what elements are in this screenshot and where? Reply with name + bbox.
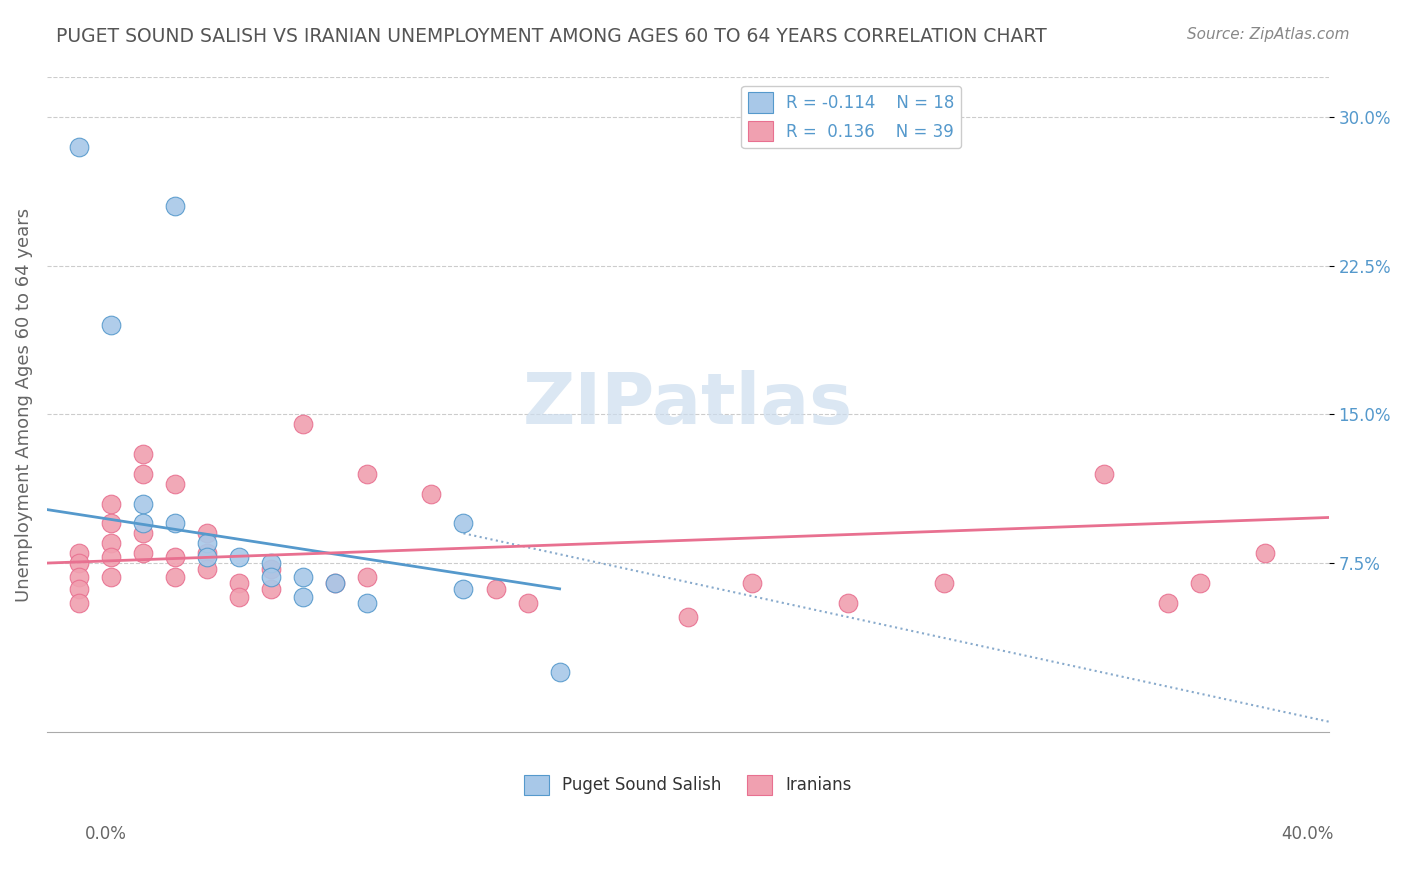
Point [1157,596,1180,610]
Point [165,199,187,213]
Point [1189,575,1212,590]
Point [932,575,955,590]
Text: 0.0%: 0.0% [84,825,127,843]
Point [100,516,122,531]
Point [356,570,378,584]
Point [260,582,283,596]
Point [228,590,250,604]
Point [676,609,699,624]
Point [195,526,218,541]
Text: Source: ZipAtlas.com: Source: ZipAtlas.com [1187,27,1350,42]
Point [100,497,122,511]
Point [195,550,218,565]
Point [228,575,250,590]
Point [453,582,475,596]
Point [165,516,187,531]
Legend: Puget Sound Salish, Iranians: Puget Sound Salish, Iranians [517,768,858,802]
Point [195,546,218,560]
Point [260,556,283,570]
Point [67,570,90,584]
Point [165,476,187,491]
Y-axis label: Unemployment Among Ages 60 to 64 years: Unemployment Among Ages 60 to 64 years [15,208,32,601]
Point [292,590,315,604]
Point [420,486,443,500]
Point [132,516,155,531]
Point [67,140,90,154]
Point [260,570,283,584]
Point [837,596,859,610]
Point [356,467,378,481]
Point [260,562,283,576]
Point [548,665,571,679]
Point [67,546,90,560]
Point [67,582,90,596]
Point [228,550,250,565]
Point [1253,546,1275,560]
Text: ZIPatlas: ZIPatlas [523,370,853,439]
Point [67,556,90,570]
Text: 40.0%: 40.0% [1281,825,1334,843]
Point [356,596,378,610]
Point [165,550,187,565]
Point [132,467,155,481]
Point [132,546,155,560]
Point [165,570,187,584]
Point [292,417,315,432]
Point [195,536,218,550]
Point [292,570,315,584]
Point [67,596,90,610]
Point [323,575,346,590]
Point [453,516,475,531]
Point [484,582,506,596]
Point [195,562,218,576]
Text: PUGET SOUND SALISH VS IRANIAN UNEMPLOYMENT AMONG AGES 60 TO 64 YEARS CORRELATION: PUGET SOUND SALISH VS IRANIAN UNEMPLOYME… [56,27,1047,45]
Point [100,550,122,565]
Point [1092,467,1115,481]
Point [100,570,122,584]
Point [132,526,155,541]
Point [516,596,538,610]
Point [323,575,346,590]
Point [100,318,122,333]
Point [132,497,155,511]
Point [100,536,122,550]
Point [741,575,763,590]
Point [132,447,155,461]
